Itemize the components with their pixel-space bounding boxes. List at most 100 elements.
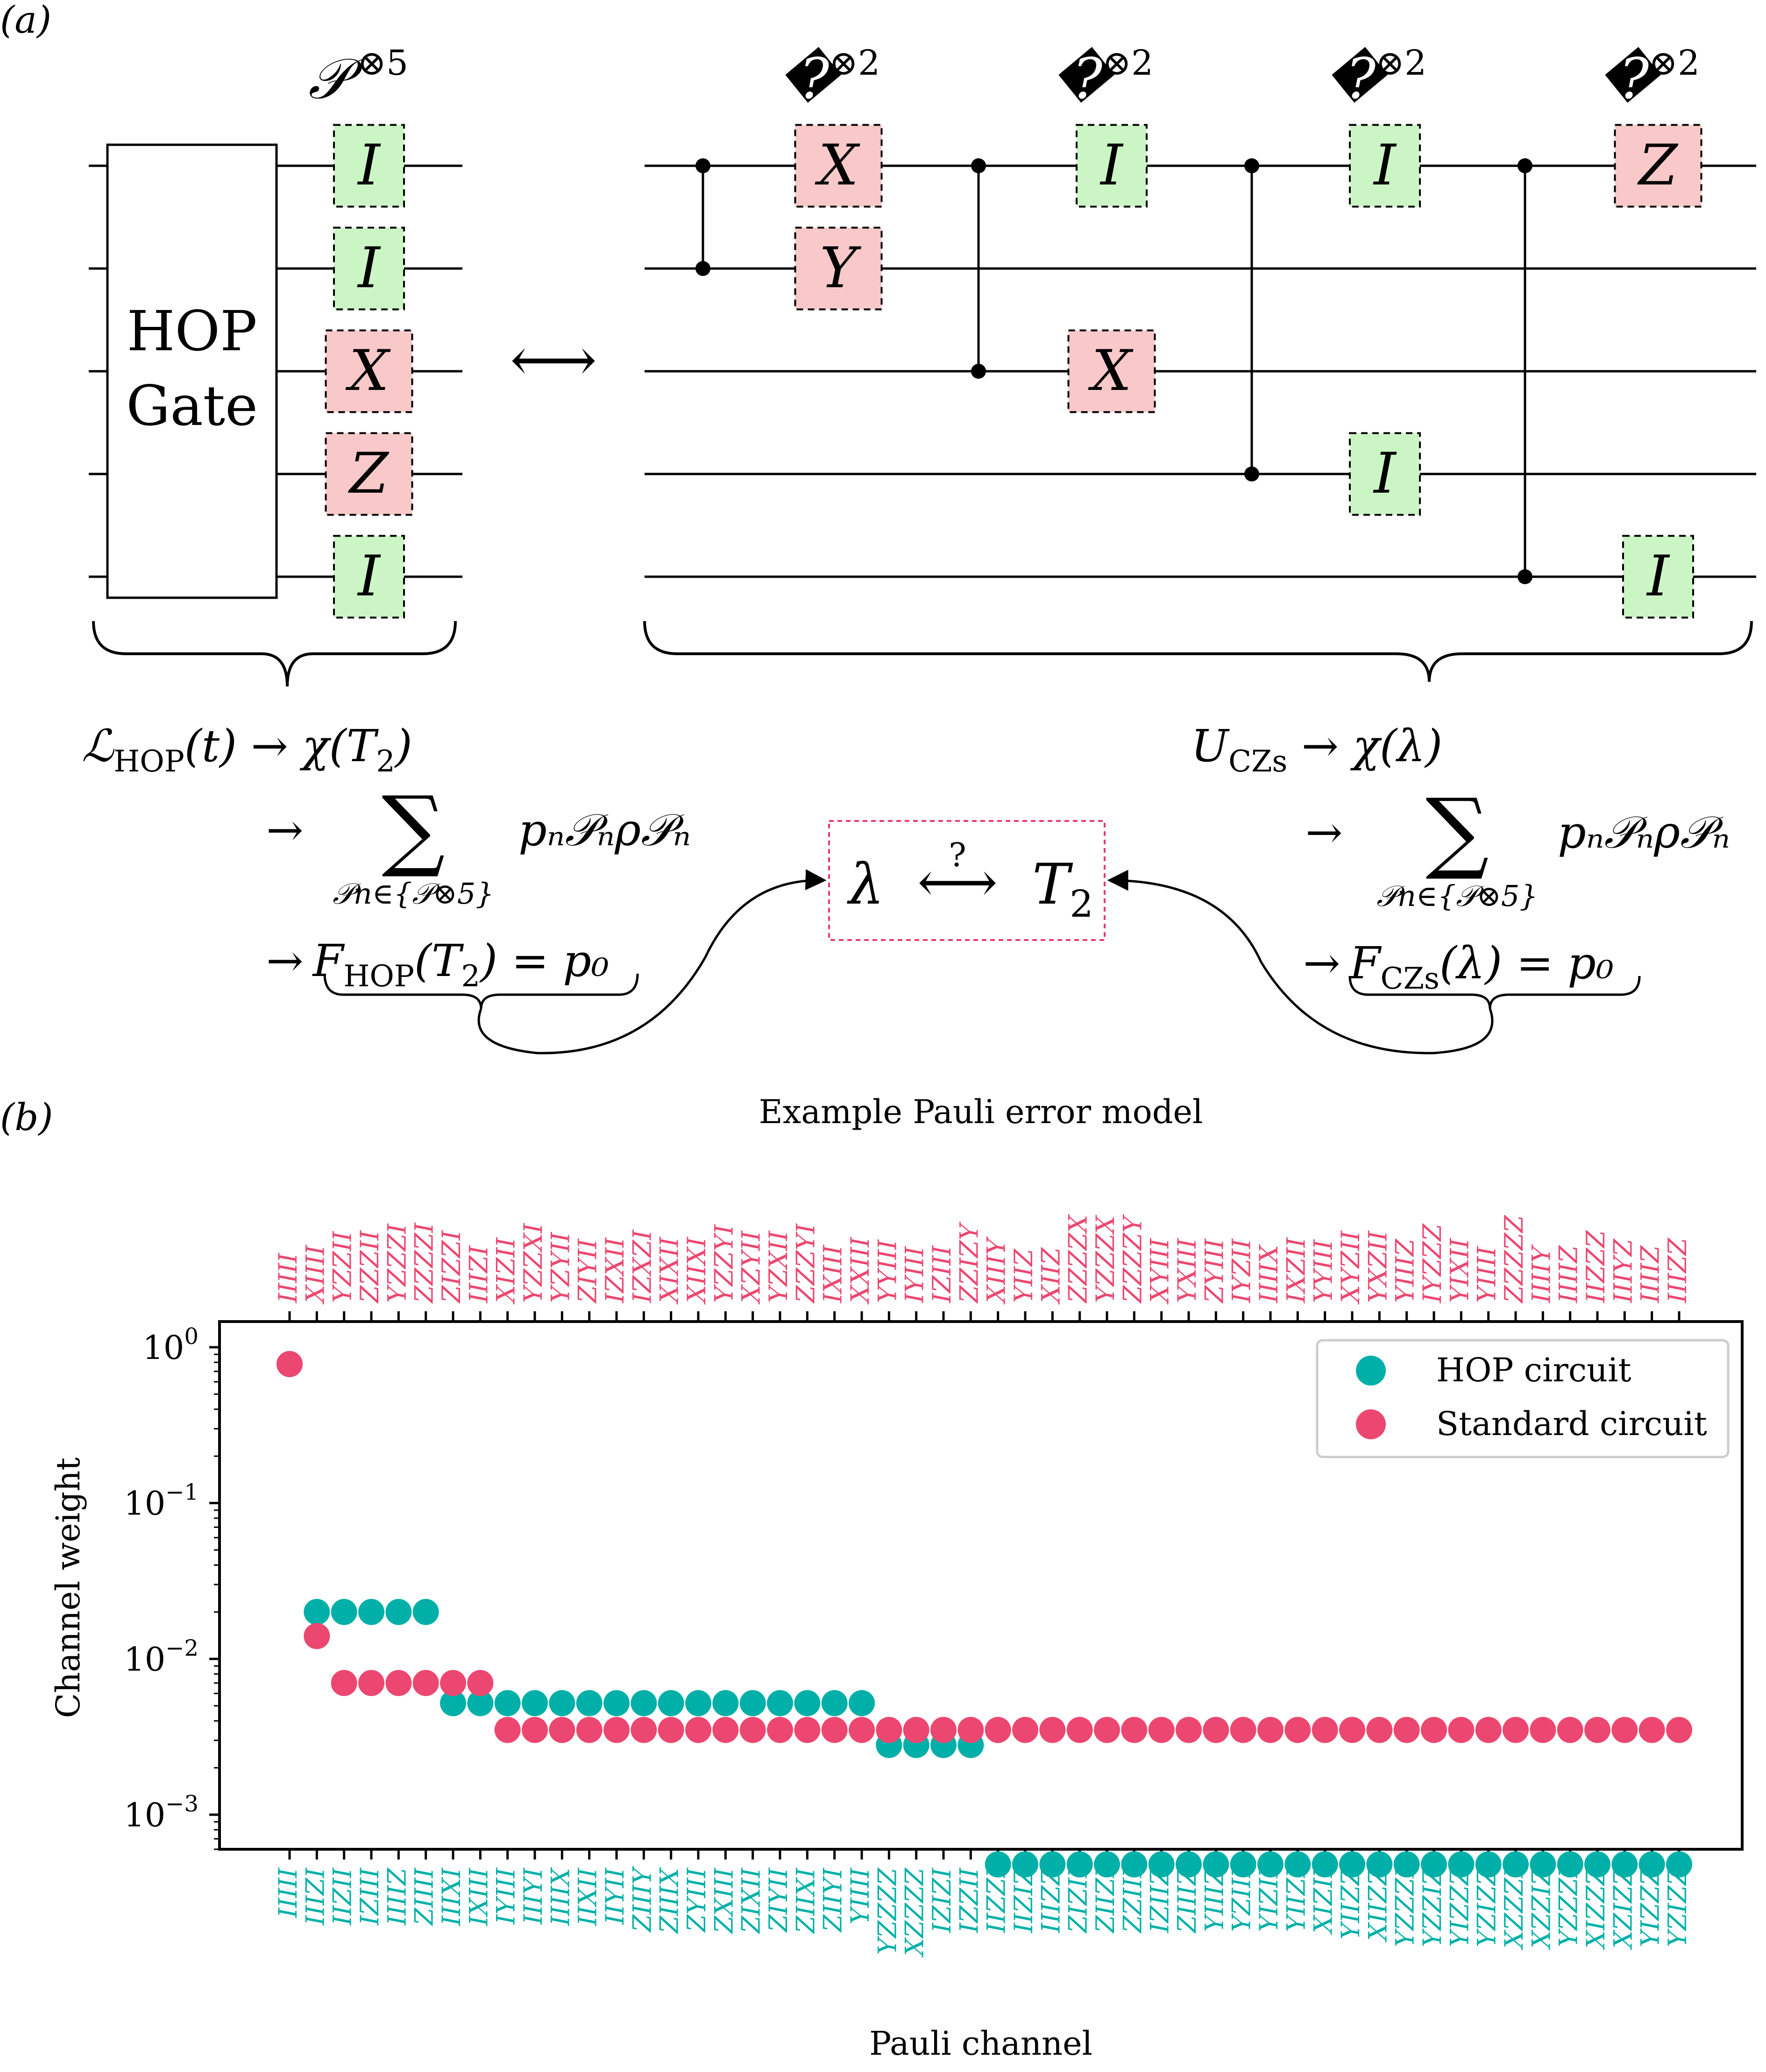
left-gate-0-label: I: [357, 133, 381, 198]
left-gate-0: I: [333, 124, 405, 208]
equivalence-arrow: ⟷: [510, 324, 597, 395]
point: [658, 1690, 684, 1717]
point: [767, 1717, 793, 1743]
right-gate-3-1-box: [1622, 535, 1694, 619]
right-gate-1-1-box: [1067, 329, 1156, 413]
point: [821, 1717, 848, 1743]
right-gate-0-0-label: X: [815, 133, 860, 198]
right-eq1: UCZs → χ(λ): [1191, 721, 1442, 779]
lambda-t2-box: [828, 820, 1106, 941]
bottom-tick-label: XZIZZ: [1608, 1867, 1638, 1951]
point: [1530, 1851, 1556, 1878]
bottom-tick-label: XIZII: [1309, 1867, 1338, 1935]
point: [1094, 1717, 1120, 1743]
y-tick-label: 10−3: [124, 1791, 199, 1834]
hop-gate-line1: HOP: [127, 299, 257, 363]
bottom-tick-label: ZIIIZ: [1172, 1867, 1202, 1934]
cz-gate-0: [695, 158, 710, 276]
series-hop: [277, 1351, 1692, 1878]
bidirectional-arrow: ⟷: [917, 850, 998, 915]
panel-b-label: (b): [0, 1096, 53, 1139]
bottom-tick-label: ZIYII: [764, 1867, 793, 1933]
bottom-tick-label: XIZZZ: [1581, 1867, 1610, 1951]
top-tick-label: IXZII: [1281, 1237, 1311, 1303]
top-tick-label: YYIII: [872, 1239, 902, 1303]
top-tick-label: IYIII: [900, 1245, 929, 1303]
bottom-tick-label: ZZIII: [1118, 1867, 1147, 1934]
top-tick-label: ZZZZI: [410, 1222, 439, 1304]
bottom-tick-label: IZIII: [355, 1867, 384, 1926]
top-tick-label: ZIZZI: [437, 1230, 466, 1304]
top-tick-label: XIIIY: [982, 1237, 1011, 1305]
left-eq3: → FHOP(T2) = p₀: [266, 935, 609, 994]
right-connector-arrow: [1107, 870, 1494, 1054]
top-tick-label: YXZII: [1363, 1230, 1392, 1303]
top-tick-label: IIIYZ: [1608, 1238, 1638, 1303]
cz-control-2: [1244, 158, 1259, 173]
point: [876, 1717, 902, 1743]
bottom-tick-label: YZIZZ: [1663, 1867, 1692, 1947]
point: [1475, 1717, 1502, 1743]
y-axis-label: Channel weight: [49, 1457, 87, 1718]
bottom-tick-label: IIIZI: [300, 1867, 330, 1926]
bottom-tick-label: YIZZZ: [1636, 1867, 1665, 1947]
left-circuit: [89, 143, 462, 599]
top-tick-label: YZZZX: [1091, 1215, 1120, 1303]
bottom-tick-label: IIIXI: [437, 1867, 466, 1926]
point: [1638, 1851, 1665, 1878]
point: [576, 1690, 603, 1717]
bottom-tick-label: ZIZII: [1064, 1867, 1093, 1934]
y-tick-label: 100: [142, 1323, 199, 1367]
point: [331, 1598, 357, 1625]
point: [494, 1690, 521, 1717]
point: [1638, 1717, 1665, 1743]
bottom-tick-label: XZZIZ: [1526, 1867, 1556, 1951]
bottom-tick-label: ZIIIY: [627, 1866, 657, 1933]
right-equations: UCZs → χ(λ) → ∑ 𝒫n∈{𝒫⊗5} pₙ𝒫ₙρ𝒫ₙ → FCZs(λ…: [1191, 721, 1730, 1009]
point: [1611, 1717, 1638, 1743]
right-gate-0-1-box: [794, 226, 883, 311]
bottom-tick-label: YIIZI: [1281, 1867, 1311, 1932]
point: [522, 1717, 548, 1743]
left-gate-3-box: [325, 432, 413, 516]
point: [985, 1851, 1011, 1878]
left-gate-2-box: [325, 329, 413, 413]
left-gate-2-label: X: [345, 339, 391, 403]
top-tick-label: ZYIII: [1199, 1238, 1229, 1304]
top-tick-label: IZXZI: [627, 1229, 657, 1303]
top-tick-label: YIIII: [1472, 1245, 1502, 1303]
cz-control-0: [695, 158, 710, 173]
top-tick-label: YYIII: [1309, 1239, 1338, 1303]
bottom-tick-label: YZZZI: [1390, 1867, 1420, 1947]
t2-symbol: T2: [1032, 852, 1093, 926]
point: [1421, 1851, 1447, 1878]
top-tick-label: XIZII: [491, 1237, 521, 1305]
legend-box: [1316, 1339, 1730, 1458]
point: [658, 1717, 684, 1743]
point: [1584, 1851, 1610, 1878]
top-tick-label: IYZZZ: [1418, 1223, 1447, 1303]
point: [1148, 1717, 1175, 1743]
point: [522, 1690, 548, 1717]
point: [903, 1717, 929, 1743]
bottom-tick-label: YIZII: [1254, 1867, 1284, 1932]
top-tick-label: XYZII: [1336, 1230, 1365, 1305]
point: [1366, 1717, 1393, 1743]
cz-control-1: [971, 158, 986, 173]
top-tick-label: YZZXI: [518, 1223, 548, 1303]
top-tick-label: YZYII: [546, 1231, 575, 1303]
y-tick-label: 10−2: [124, 1635, 199, 1678]
point: [549, 1690, 575, 1717]
point: [1339, 1717, 1365, 1743]
bottom-tick-label: IIIII: [273, 1867, 303, 1918]
bottom-tick-label: ZIIZI: [1091, 1867, 1120, 1934]
point: [1012, 1851, 1038, 1878]
tensor-p5-exp: ⊗5: [357, 43, 408, 83]
point: [1448, 1717, 1475, 1743]
bottom-tick-label: YZIZZ: [1472, 1867, 1502, 1947]
point: [1284, 1851, 1311, 1878]
